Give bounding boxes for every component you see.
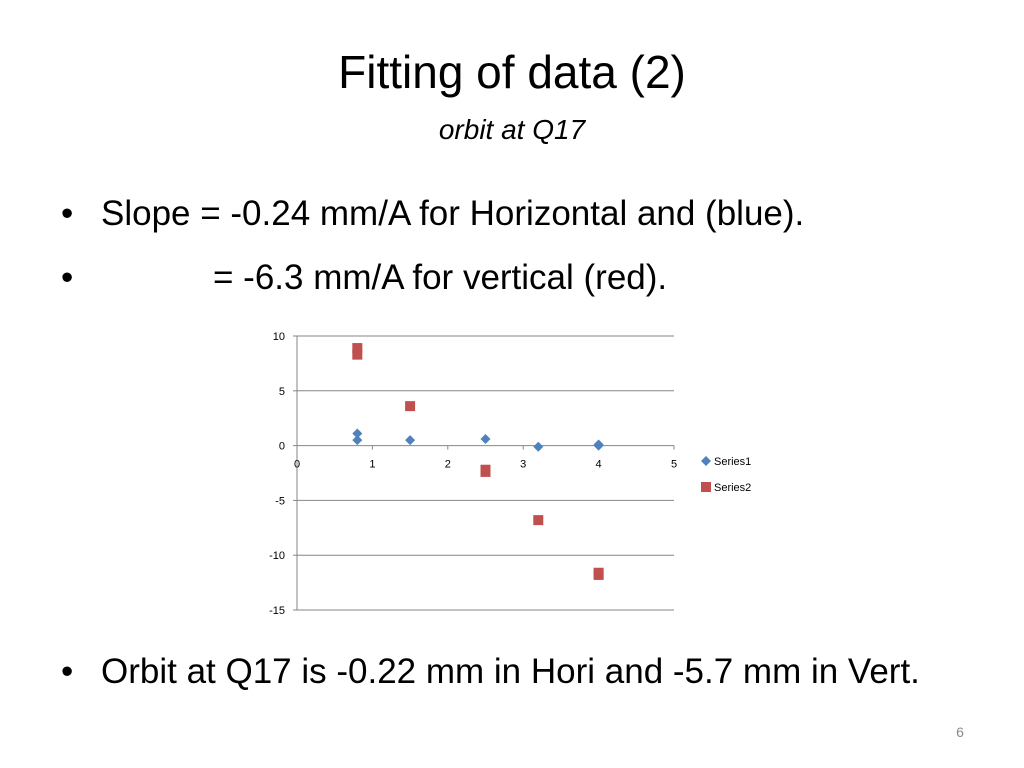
data-point-series2 — [405, 401, 416, 412]
x-tick-label: 3 — [520, 459, 526, 471]
scatter-chart: 10 5 0 -5 -10 -15 0 1 2 3 4 5 Series1 Series2 — [269, 331, 751, 617]
y-tick-label: 0 — [279, 441, 285, 453]
data-point-series2 — [352, 343, 363, 354]
bullet-text: Orbit at Q17 is -0.22 mm in Hori and -5.… — [101, 652, 920, 691]
bullet-text: = -6.3 mm/A for vertical (red). — [213, 258, 668, 297]
page-number: 6 — [956, 724, 964, 740]
slide-subtitle: orbit at Q17 — [438, 114, 586, 145]
bullet-slope-vertical: • = -6.3 mm/A for vertical (red). — [61, 252, 981, 304]
y-tick-label: -10 — [269, 550, 285, 562]
bullet-dot: • — [61, 194, 74, 233]
slide-title: Fitting of data (2) — [338, 46, 686, 98]
bullet-dot: • — [61, 258, 74, 297]
y-tick-label: -15 — [269, 605, 285, 617]
legend-marker-series2 — [701, 482, 711, 492]
tick-labels: 10 5 0 -5 -10 -15 0 1 2 3 4 5 — [269, 331, 677, 617]
data-points — [352, 343, 604, 580]
y-tick-label: -5 — [275, 495, 285, 507]
chart-legend: Series1 Series2 — [701, 456, 751, 494]
x-tick-label: 5 — [671, 459, 677, 471]
bullet-orbit-result: • Orbit at Q17 is -0.22 mm in Hori and -… — [61, 646, 981, 756]
bullet-slope-horizontal: • Slope = -0.24 mm/A for Horizontal and … — [61, 188, 981, 240]
y-tick-label: 10 — [273, 331, 285, 343]
x-tick-label: 1 — [369, 459, 375, 471]
data-point-series2 — [593, 569, 604, 580]
bullet-dot: • — [61, 652, 74, 691]
data-point-series2 — [533, 515, 544, 526]
x-tick-label: 2 — [445, 459, 451, 471]
x-tick-label: 4 — [596, 459, 602, 471]
data-point-series1 — [352, 435, 363, 446]
data-point-series2 — [480, 466, 491, 477]
data-point-series1 — [480, 434, 491, 445]
data-point-series1 — [405, 435, 416, 446]
legend-label-series1: Series1 — [714, 456, 751, 468]
data-point-series1 — [533, 441, 544, 452]
data-point-series1 — [593, 440, 604, 451]
x-tick-label: 0 — [294, 459, 300, 471]
data-point-series1 — [352, 428, 363, 439]
gridlines — [297, 335, 674, 611]
legend-marker-series1 — [701, 456, 711, 466]
data-point-series2 — [352, 349, 363, 360]
bullet-text: Slope = -0.24 mm/A for Horizontal and (b… — [101, 194, 805, 233]
legend-label-series2: Series2 — [714, 482, 751, 494]
y-tick-label: 5 — [279, 386, 285, 398]
